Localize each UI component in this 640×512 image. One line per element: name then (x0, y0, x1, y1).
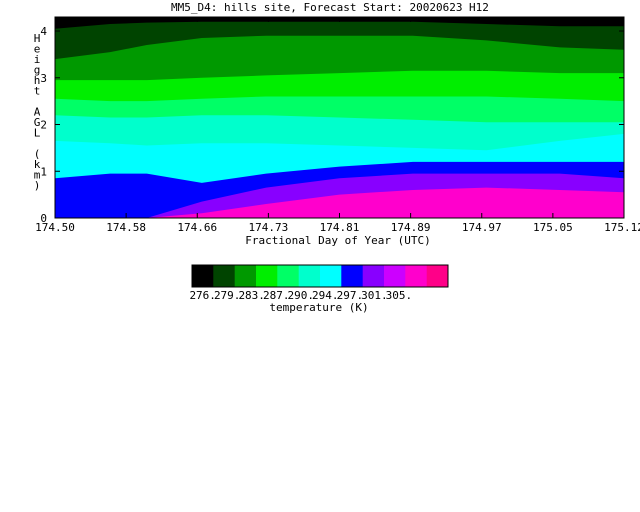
y-axis-label-char: i (34, 53, 41, 66)
y-tick-label: 2 (40, 119, 47, 132)
colorbar-swatch (384, 265, 406, 287)
y-axis-label-char: g (34, 64, 41, 77)
y-axis-label-char: h (34, 74, 41, 87)
colorbar-tick-label: 301. (361, 289, 388, 302)
colorbar-swatch (405, 265, 428, 287)
x-tick-label: 175.05 (533, 221, 573, 234)
colorbar-tick-label: 305. (386, 289, 413, 302)
x-tick-label: 175.12 (604, 221, 640, 234)
colorbar-frame (191, 264, 449, 288)
x-tick-label: 174.58 (106, 221, 146, 234)
contour-band-8 (55, 187, 624, 218)
y-axis-label-char: ( (34, 148, 41, 161)
colorbar-swatch (192, 265, 214, 287)
colorbar-tick-label: 283. (238, 289, 265, 302)
y-axis: 0 1 2 3 4 (40, 25, 624, 225)
y-tick-label: 1 (40, 165, 47, 178)
x-tick-label: 174.89 (391, 221, 431, 234)
y-axis-label-char: A (34, 106, 41, 119)
x-tick-label: 174.73 (249, 221, 289, 234)
x-axis-label: Fractional Day of Year (UTC) (245, 234, 430, 247)
colorbar-tick-label: 276. (189, 289, 216, 302)
colorbar: 276.279.283.287.290.294.297.301.305. (189, 264, 449, 302)
colorbar-swatch (234, 265, 257, 287)
y-tick-label: 4 (40, 25, 47, 38)
y-axis-label-char: e (34, 43, 41, 56)
y-axis-label-char: H (34, 32, 41, 45)
colorbar-tick-label: 297. (337, 289, 364, 302)
colorbar-tick-label: 279. (214, 289, 241, 302)
colorbar-tick-label: 287. (263, 289, 290, 302)
y-axis-label-char: m (34, 169, 41, 182)
colorbar-swatch (320, 265, 342, 287)
x-axis: 174.50 174.58 174.66 174.73 174.81 174.89 174.… (35, 17, 640, 234)
colorbar-tick-label: 290. (288, 289, 315, 302)
colorbar-swatch (277, 265, 300, 287)
x-tick-label: 174.66 (177, 221, 217, 234)
y-axis-label-char: G (34, 116, 41, 129)
colorbar-swatch (298, 265, 321, 287)
colorbar-swatch (213, 265, 236, 287)
colorbar-swatch (362, 265, 385, 287)
y-tick-label: 3 (40, 72, 47, 85)
y-axis-label-char: t (34, 85, 41, 98)
x-tick-label: 174.81 (320, 221, 360, 234)
colorbar-swatch (256, 265, 278, 287)
x-tick-label: 174.97 (462, 221, 502, 234)
contour-bands (55, 17, 624, 219)
colorbar-tick-label: 294. (312, 289, 339, 302)
chart-title: MM5_D4: hills site, Forecast Start: 2002… (171, 1, 489, 14)
colorbar-label: temperature (K) (269, 301, 368, 314)
colorbar-swatch (341, 265, 364, 287)
x-tick-label: 174.50 (35, 221, 75, 234)
y-axis-label-char: k (34, 158, 41, 171)
y-axis-label-char: L (34, 127, 41, 140)
y-tick-label: 0 (40, 212, 47, 225)
y-axis-label-char: ) (34, 179, 41, 192)
colorbar-swatch (426, 265, 449, 287)
